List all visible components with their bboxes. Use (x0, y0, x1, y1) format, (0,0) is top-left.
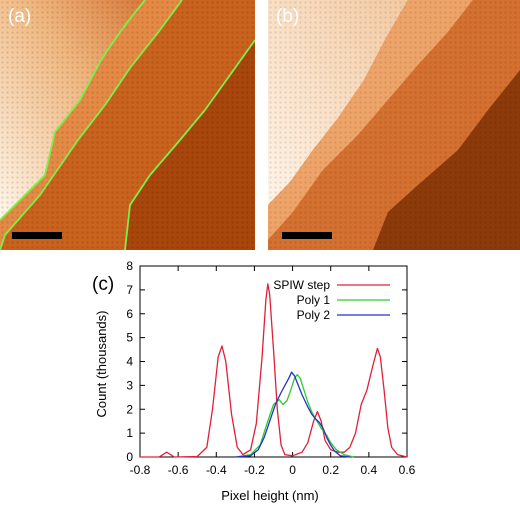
legend-label-3: Poly 2 (297, 308, 331, 322)
y-tick-label: 2 (126, 402, 133, 416)
y-tick-label: 3 (126, 378, 133, 392)
panel-c-label: (c) (92, 274, 114, 295)
x-tick-label: 0.6 (399, 463, 416, 477)
x-tick-label: -0.2 (244, 463, 265, 477)
x-tick-label: -0.4 (206, 463, 227, 477)
x-axis-label: Pixel height (nm) (221, 488, 319, 503)
panel-b: (b) (268, 0, 520, 250)
x-tick-label: -0.8 (130, 463, 151, 477)
y-tick-label: 0 (126, 450, 133, 464)
panel-b-label: (b) (276, 6, 300, 27)
x-tick-label: -0.6 (168, 463, 189, 477)
chart-series (140, 283, 408, 458)
y-tick-label: 6 (126, 307, 133, 321)
panel-a-label: (a) (8, 6, 32, 27)
legend-label-2: Poly 1 (297, 293, 331, 307)
y-tick-label: 4 (126, 355, 133, 369)
panel-b-image (268, 0, 520, 250)
x-tick-label: 0 (289, 463, 296, 477)
panel-a-scale-bar (12, 232, 62, 239)
y-tick-label: 5 (126, 331, 133, 345)
y-axis-label: Count (thousands) (94, 311, 109, 418)
panel-a: (a) (0, 0, 255, 250)
x-tick-label: 0.4 (361, 463, 378, 477)
panel-b-scale-bar (282, 232, 332, 239)
series-line-2 (235, 373, 354, 458)
plot-frame (139, 265, 408, 458)
x-tick-label: 0.2 (322, 463, 339, 477)
legend-label-1: SPIW step (273, 278, 330, 292)
y-tick-label: 8 (126, 259, 133, 273)
height-histogram-chart: (c) -0.8 -0.6 -0.4 -0.2 0 0.2 0.4 0.6012345678 … (92, 259, 416, 503)
panel-a-image (0, 0, 255, 250)
y-tick-label: 7 (126, 283, 133, 297)
series-line-3 (235, 371, 350, 458)
y-tick-label: 1 (126, 426, 133, 440)
series-line-1 (140, 283, 408, 458)
chart-axes: -0.8 -0.6 -0.4 -0.2 0 0.2 0.4 0.6 0 1 2 3 4 5 6 7 8 (126, 259, 415, 477)
